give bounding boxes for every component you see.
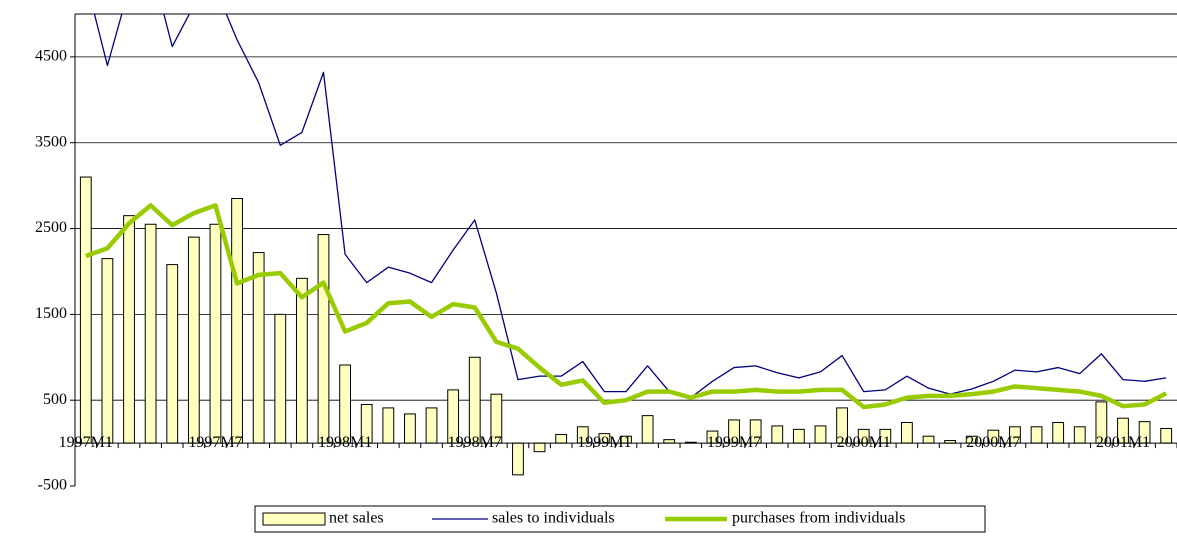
- bar: [187, 236, 200, 444]
- bar: [404, 413, 416, 444]
- line: [93, 14, 1167, 399]
- y-tick-label: -500: [38, 477, 67, 494]
- y-tick-label: 4500: [35, 48, 67, 65]
- axes: -500 500 1500 2500 3500 4500 1997M1 1997M7 1998M…: [35, 14, 1177, 494]
- bar: [1052, 421, 1065, 444]
- y-tick-label: 1500: [35, 305, 67, 322]
- bar: [533, 442, 546, 453]
- bar: [663, 439, 676, 444]
- x-tick-label: 1998M7: [448, 434, 502, 451]
- bar: [792, 428, 805, 444]
- bar: [101, 258, 114, 444]
- bar: [252, 252, 265, 444]
- bar: [123, 215, 135, 444]
- bar: [209, 223, 222, 444]
- bar: [555, 434, 568, 444]
- x-tick-label: 1997M7: [188, 434, 242, 451]
- legend: net sales sales to individuals purchases f…: [254, 505, 986, 533]
- bar: [425, 407, 438, 444]
- bar: [382, 407, 395, 444]
- x-tick-label: 2000M1: [837, 434, 891, 451]
- bar: [317, 234, 330, 444]
- line: [85, 203, 1168, 410]
- x-tick-label: 1998M1: [318, 434, 372, 451]
- bar: [79, 176, 92, 444]
- bar: [339, 364, 351, 444]
- bar: [1073, 426, 1086, 444]
- x-tick-label: 1997M1: [59, 434, 113, 451]
- bar: [1030, 426, 1043, 444]
- bar: [274, 313, 287, 444]
- bar: [901, 421, 913, 444]
- y-tick-label: 500: [43, 391, 67, 408]
- bar: [922, 435, 935, 444]
- bar: [641, 415, 654, 444]
- plot-area: [79, 14, 1173, 476]
- legend-box: [254, 505, 986, 533]
- y-tick-label: 2500: [35, 219, 67, 236]
- x-tick-label: 2000M7: [966, 434, 1020, 451]
- legend-swatch: [262, 512, 326, 526]
- legend-label: net sales: [329, 510, 384, 527]
- legend-label: sales to individuals: [492, 510, 615, 527]
- bar: [512, 442, 524, 476]
- x-tick-label: 1999M1: [577, 434, 631, 451]
- x-tick-label: 2001M1: [1096, 434, 1150, 451]
- y-tick-label: 3500: [35, 133, 67, 150]
- legend-label: purchases from individuals: [732, 510, 905, 527]
- bar: [231, 198, 243, 444]
- bar: [295, 277, 308, 444]
- bar: [166, 264, 179, 444]
- bar: [1160, 428, 1173, 444]
- x-tick-label: 1999M7: [707, 434, 761, 451]
- bar: [771, 425, 784, 444]
- bar: [144, 223, 157, 444]
- bar: [468, 356, 481, 444]
- bar: [814, 425, 827, 444]
